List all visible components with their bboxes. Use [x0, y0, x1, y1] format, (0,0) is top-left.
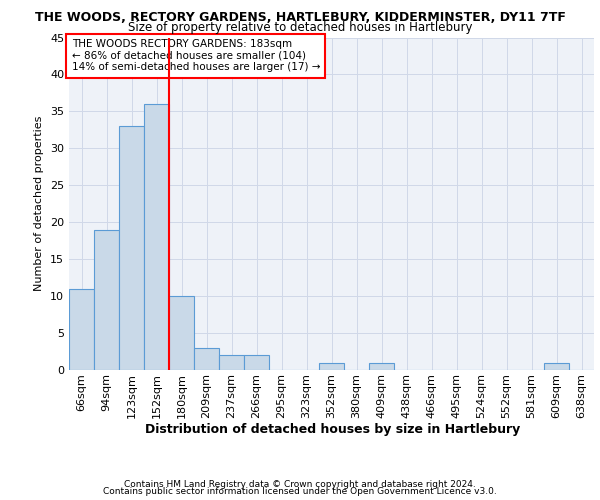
Text: THE WOODS, RECTORY GARDENS, HARTLEBURY, KIDDERMINSTER, DY11 7TF: THE WOODS, RECTORY GARDENS, HARTLEBURY, … [35, 11, 565, 24]
Bar [119, 126, 144, 370]
Y-axis label: Number of detached properties: Number of detached properties [34, 116, 44, 292]
Bar [369, 362, 394, 370]
Text: THE WOODS RECTORY GARDENS: 183sqm
← 86% of detached houses are smaller (104)
14%: THE WOODS RECTORY GARDENS: 183sqm ← 86% … [71, 39, 320, 72]
Text: Size of property relative to detached houses in Hartlebury: Size of property relative to detached ho… [128, 22, 472, 35]
Bar [244, 355, 269, 370]
Text: Contains HM Land Registry data © Crown copyright and database right 2024.: Contains HM Land Registry data © Crown c… [124, 480, 476, 489]
Bar [194, 348, 219, 370]
Bar [94, 230, 119, 370]
Bar [144, 104, 169, 370]
Bar [319, 362, 344, 370]
Bar [169, 296, 194, 370]
Bar [219, 355, 244, 370]
Bar [69, 288, 94, 370]
Bar [544, 362, 569, 370]
Text: Contains public sector information licensed under the Open Government Licence v3: Contains public sector information licen… [103, 487, 497, 496]
Text: Distribution of detached houses by size in Hartlebury: Distribution of detached houses by size … [145, 422, 521, 436]
